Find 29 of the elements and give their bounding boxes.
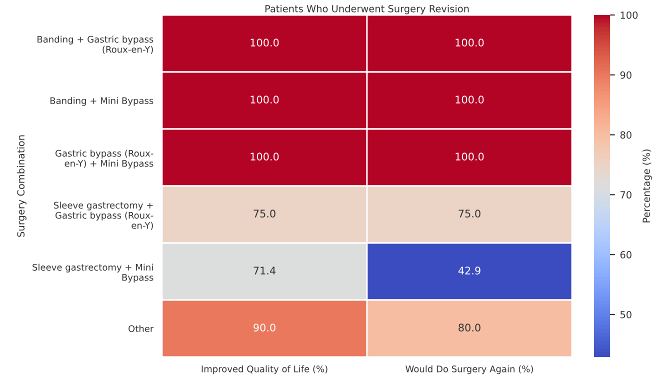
data-label: 100.0: [250, 96, 279, 104]
color-bar-label: 100: [620, 11, 638, 19]
y-tick-label: Banding + Mini Bypass: [50, 97, 154, 106]
y-tick-label: Sleeve gastrectomy + Gastric bypass (Roux- en-Y): [54, 202, 154, 230]
color-bar-label: 70: [620, 191, 632, 199]
data-label: 80.0: [458, 324, 480, 332]
color-bar-title: Percentage (%): [642, 150, 652, 222]
chart-title: Patients Who Underwent Surgery Revision: [265, 4, 469, 14]
y-tick-label: Banding + Gastric bypass (Roux-en-Y): [38, 36, 154, 54]
data-label: 75.0: [254, 210, 276, 218]
data-label: 42.9: [458, 266, 480, 275]
x-tick-label: Would Do Surgery Again (%): [406, 365, 533, 374]
y-tick-label: Gastric bypass (Roux- en-Y) + Mini Bypass: [56, 150, 154, 169]
color-bar-label: 80: [620, 131, 632, 139]
data-label: 100.0: [250, 38, 279, 47]
y-tick-label: Other: [128, 325, 154, 332]
x-tick-label: Improved Quality of Life (%): [202, 365, 328, 374]
color-bar-label: 60: [620, 251, 632, 258]
color-bar-label: 90: [620, 71, 632, 79]
data-label: 100.0: [456, 152, 484, 161]
data-label: 90.0: [254, 324, 276, 332]
data-label: 71.4: [254, 266, 276, 274]
y-tick-label: Sleeve gastrectomy + Mini Bypass: [32, 264, 154, 283]
data-label: 100.0: [456, 38, 484, 47]
data-label: 75.0: [458, 210, 480, 218]
data-label: 100.0: [250, 152, 279, 161]
color-bar-label: 50: [620, 310, 632, 318]
y-axis-title: Surgery Combination: [17, 135, 26, 237]
data-label: 100.0: [456, 96, 484, 104]
